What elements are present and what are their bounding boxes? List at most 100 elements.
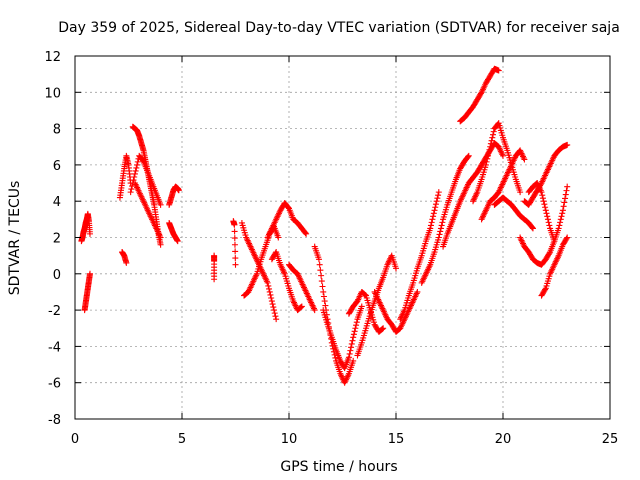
data-point-sat-ab [529,224,536,231]
data-point-sat-w [437,225,444,232]
data-point-sat-v [432,201,439,208]
data-point-sat-q [318,278,325,285]
data-point-sat-b [86,270,93,277]
data-point-sat-y [495,67,502,74]
data-point-sat-r [349,337,356,344]
data-point-sat-q [317,267,324,274]
y-axis-label: SDTVAR / TECUs [7,181,23,296]
data-point-sat-w [437,228,444,235]
data-point-sat-q [321,298,328,305]
data-point-sat-l [266,288,273,295]
data-point-sat-r [350,334,357,341]
data-point-sat-y [477,90,484,97]
data-point-sat-f [139,157,146,164]
data-point-sat-ac [563,187,570,194]
data-point-sat-i [174,238,181,245]
data-point-sat-l [264,279,271,286]
data-point-sat-z [482,161,489,168]
data-point-sat-f [134,158,141,165]
data-point-sat-ae [564,234,571,241]
x-tick-label: 0 [71,432,79,447]
data-point-sat-af [546,222,553,229]
y-tick-label: -8 [48,413,61,428]
data-point-sat-z [486,146,493,153]
data-point-sat-q [322,302,329,309]
data-point-sat-k [232,261,239,268]
data-point-sat-a [86,230,93,237]
data-point-sat-af [544,216,551,223]
data-point-sat-v [435,189,442,196]
data-point-sat-af [545,219,552,226]
data-point-sat-r [351,328,358,335]
data-point-sat-l [267,291,274,298]
data-point-sat-w [465,152,472,159]
data-point-sat-q [316,261,323,268]
axes: 0 5 10 15 20 25 -8 -6 -4 -2 0 2 4 6 8 10 12 [44,50,618,447]
data-point-sat-z [490,131,497,138]
data-point-sat-w [465,153,472,160]
data-point-sat-s [379,325,386,332]
data-point-sat-ac [546,250,553,257]
data-point-sat-af [543,210,550,217]
data-point-sat-k [231,241,238,248]
data-point-sat-o [298,303,305,310]
data-point-sat-ac [557,216,564,223]
data-point-sat-x [500,152,506,159]
data-point-sat-z [483,158,490,165]
data-point-sat-w [438,222,445,229]
chart-title: Day 359 of 2025, Sidereal Day-to-day VTE… [58,20,620,36]
data-point-sat-o [298,304,305,311]
data-point-sat-v [427,222,434,229]
data-point-sat-s [378,326,385,333]
x-axis-label: GPS time / hours [280,459,397,475]
data-point-sat-ae [563,235,570,242]
data-point-sat-ae [542,286,549,293]
y-tick-label: 8 [53,123,61,138]
data-point-sat-h [175,187,182,194]
data-point-sat-q [318,272,325,279]
data-point-sat-t [393,265,399,272]
data-point-sat-af [538,189,545,196]
data-point-sat-f [133,164,140,171]
data-point-sat-z [485,149,492,156]
data-point-sat-ac [559,207,566,214]
data-point-sat-af [541,201,548,208]
data-point-sat-o [297,304,304,311]
data-point-sat-s [362,291,369,298]
data-point-sat-k [232,248,239,255]
data-point-sat-o [272,250,279,257]
data-point-sat-v [430,213,437,220]
data-point-sat-v [431,207,438,214]
y-tick-label: -4 [48,340,61,355]
data-point-sat-l [268,298,275,305]
data-point-sat-ac [559,210,566,217]
data-point-sat-l [269,301,276,308]
data-point-sat-v [434,195,441,202]
data-point-sat-f [130,177,137,184]
data-point-sat-r [348,340,355,347]
y-tick-label: 2 [53,232,61,247]
data-point-sat-v [430,210,437,217]
x-tick-label: 25 [602,432,619,447]
data-point-sat-l [271,307,278,314]
data-point-sat-r [358,303,365,310]
data-point-sat-l [272,313,279,320]
data-point-sat-p [311,307,318,314]
data-point-sat-v [433,198,440,205]
x-tick-label: 5 [178,432,186,447]
data-point-sat-f [134,161,141,168]
data-point-sat-z [488,137,495,144]
data-point-sat-af [551,238,558,245]
data-point-sat-u [414,288,421,295]
data-point-sat-ac [557,219,564,226]
data-point-sat-ac [556,222,563,229]
data-point-sat-k [231,235,238,242]
data-point-sat-w [439,219,446,226]
y-tick-label: 4 [53,195,61,210]
data-point-sat-q [320,288,327,295]
data-point-sat-f [131,170,138,177]
data-point-sat-f [132,167,139,174]
data-point-sat-ab [529,225,536,232]
data-point-sat-r [346,350,353,357]
data-point-sat-ac [555,225,562,232]
